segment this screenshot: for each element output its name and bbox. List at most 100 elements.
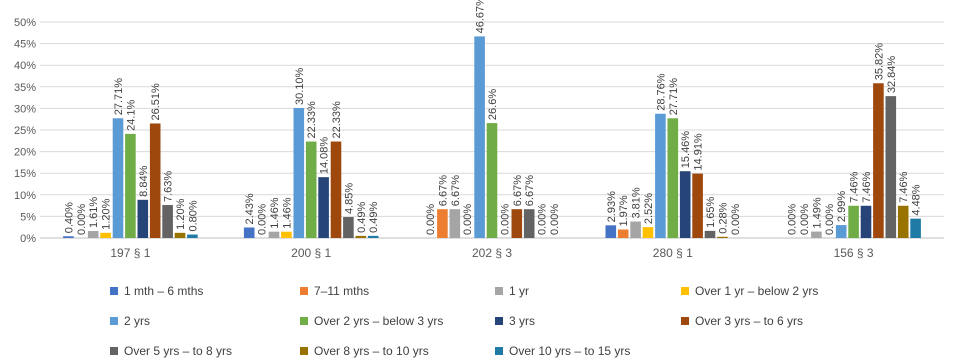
bar-value-label: 0.00% (76, 204, 88, 235)
legend-swatch (300, 287, 308, 295)
legend: 1 mth – 6 mths 7–11 mths 1 yr Over 1 yr – b… (110, 284, 818, 358)
legend-label: Over 2 yrs – below 3 yrs (314, 314, 443, 328)
bar-value-label: 1.97% (618, 195, 630, 226)
legend-item: 2 yrs (110, 314, 150, 328)
bar (910, 218, 921, 238)
bar-value-label: 3.81% (631, 187, 643, 218)
legend-item: 1 mth – 6 mths (110, 284, 203, 298)
category-label: 156 § 3 (834, 246, 874, 260)
bar (437, 209, 448, 238)
bar (162, 205, 173, 238)
bar-value-label: 7.46% (898, 171, 910, 202)
legend-swatch (681, 317, 689, 325)
bar (305, 141, 317, 238)
bar-value-label: 15.46% (680, 131, 692, 169)
bar-value-label: 0.00% (537, 204, 549, 235)
y-tick-label: 20% (14, 147, 36, 159)
bar-value-label: 2.99% (836, 191, 848, 222)
legend-swatch (495, 347, 503, 355)
bar-value-label: 0.00% (799, 204, 811, 235)
legend-label: Over 8 yrs – to 10 yrs (314, 344, 429, 358)
bar-value-label: 7.63% (163, 171, 175, 202)
bar-value-label: 4.85% (343, 183, 355, 214)
legend-item: Over 10 yrs – to 15 yrs (495, 344, 630, 358)
bar-value-label: 0.00% (462, 204, 474, 235)
category-label: 200 § 1 (291, 246, 331, 260)
bar (281, 231, 292, 238)
bar-value-label: 2.52% (643, 193, 655, 224)
bar-value-label: 0.40% (63, 202, 75, 233)
data-labels: 0.40% 0.00% 1.61% 1.20%27.71% 24.1%8.84%26.5… (63, 0, 922, 235)
legend-swatch (110, 287, 118, 295)
bar-value-label: 26.51% (150, 83, 162, 121)
bar-value-label: 0.00% (549, 204, 561, 235)
bar (835, 225, 847, 238)
legend-label: 7–11 mths (314, 284, 369, 298)
legend-swatch (681, 287, 689, 295)
bar (174, 232, 186, 238)
legend-swatch (110, 317, 118, 325)
bar (873, 83, 884, 238)
bar (692, 173, 703, 238)
legend-label: Over 1 yr – below 2 yrs (695, 284, 818, 298)
legend-label: 3 yrs (509, 314, 535, 328)
y-tick-label: 30% (14, 103, 36, 115)
bar-value-label: 6.67% (512, 175, 524, 206)
y-tick-label: 0% (20, 233, 36, 245)
bar-value-label: 1.61% (88, 197, 100, 228)
bar-value-label: 0.00% (257, 204, 269, 235)
bar-value-label: 0.00% (730, 204, 742, 235)
y-tick-label: 15% (14, 168, 36, 180)
bar (523, 209, 535, 238)
bar-value-label: 1.20% (175, 198, 187, 229)
bar (511, 209, 523, 238)
bar-value-label: 14.91% (693, 133, 705, 171)
y-tick-label: 40% (14, 60, 36, 72)
category-label: 202 § 3 (472, 246, 512, 260)
bar (486, 123, 498, 238)
bar (848, 205, 859, 238)
legend-label: 2 yrs (124, 314, 150, 328)
legend-label: Over 3 yrs – to 6 yrs (695, 314, 803, 328)
bar-value-label: 22.33% (306, 101, 318, 139)
bar (655, 113, 666, 238)
legend-swatch (300, 347, 308, 355)
bar-value-label: 0.00% (824, 204, 836, 235)
bar-value-label: 1.46% (269, 197, 281, 228)
bar (449, 209, 461, 238)
bar-value-label: 32.84% (886, 56, 898, 94)
bar-value-label: 4.48% (911, 184, 923, 215)
legend-swatch (300, 317, 308, 325)
bar-value-label: 0.28% (717, 202, 729, 233)
bar (268, 231, 280, 238)
bar-value-label: 46.67% (475, 0, 487, 33)
bar-value-label: 7.46% (861, 171, 873, 202)
bar (293, 107, 305, 238)
bar-value-label: 6.67% (450, 175, 462, 206)
bar (860, 205, 872, 238)
category-label: 280 § 1 (653, 246, 693, 260)
bar (137, 199, 149, 238)
bar (704, 230, 716, 238)
bar-value-label: 1.49% (811, 197, 823, 228)
bar (885, 96, 897, 238)
legend-label: 1 yr (509, 284, 529, 298)
bar-value-label: 0.49% (368, 201, 380, 232)
bar (897, 205, 909, 238)
bar-value-label: 0.49% (356, 201, 368, 232)
bar (87, 231, 99, 238)
legend-label: Over 5 yrs – to 8 yrs (124, 344, 232, 358)
bars (63, 36, 921, 238)
bar-value-label: 27.71% (668, 78, 680, 116)
bar-value-label: 8.84% (138, 165, 150, 196)
legend-label: Over 10 yrs – to 15 yrs (509, 344, 630, 358)
bar-value-label: 0.80% (187, 200, 199, 231)
y-tick-label: 5% (20, 211, 36, 223)
bar-value-label: 1.20% (101, 198, 113, 229)
legend-item: 3 yrs (495, 314, 535, 328)
bar (630, 221, 641, 238)
legend-swatch (495, 317, 503, 325)
bar (100, 232, 111, 238)
bar (617, 229, 629, 238)
